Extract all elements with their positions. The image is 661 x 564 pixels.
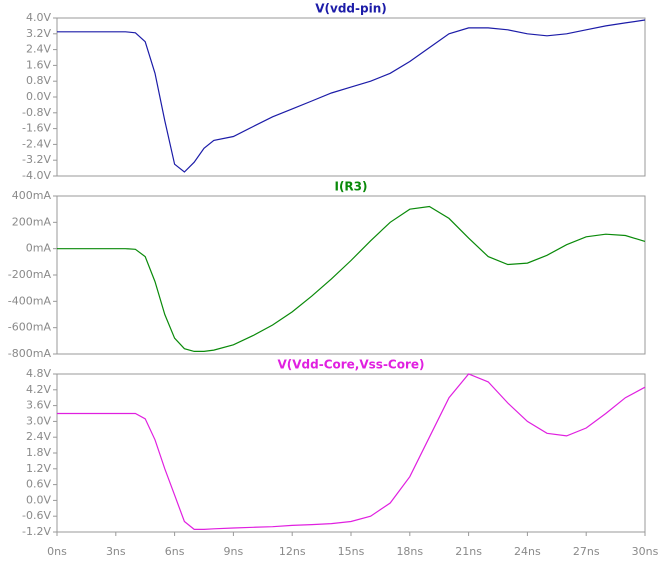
y-tick-label: 4.0V bbox=[26, 11, 51, 24]
x-tick-label: 21ns bbox=[455, 545, 482, 558]
y-tick-label: 0.6V bbox=[26, 478, 51, 491]
y-tick-label: -800mA bbox=[8, 347, 52, 360]
y-tick-label: 1.8V bbox=[26, 446, 51, 459]
y-tick-label: 0.0V bbox=[26, 493, 51, 506]
y-tick-label: -0.8V bbox=[22, 106, 51, 119]
y-tick-label: -1.6V bbox=[22, 122, 51, 135]
y-tick-label: 3.2V bbox=[26, 27, 51, 40]
y-tick-label: 0.8V bbox=[26, 74, 51, 87]
x-tick-label: 12ns bbox=[279, 545, 306, 558]
trace bbox=[57, 19, 646, 173]
y-tick-label: -2.4V bbox=[22, 137, 51, 150]
x-tick-label: 0ns bbox=[47, 545, 67, 558]
x-tick-label: 18ns bbox=[396, 545, 423, 558]
trace bbox=[57, 373, 646, 530]
x-tick-label: 6ns bbox=[165, 545, 185, 558]
y-tick-label: 2.4V bbox=[26, 43, 51, 56]
pane-title: I(R3) bbox=[334, 180, 367, 194]
trace bbox=[57, 205, 646, 352]
pane-title: V(vdd-pin) bbox=[315, 2, 386, 16]
y-tick-label: 4.8V bbox=[26, 367, 51, 380]
y-tick-label: 1.2V bbox=[26, 462, 51, 475]
x-tick-label: 15ns bbox=[338, 545, 365, 558]
y-tick-label: 200mA bbox=[12, 215, 52, 228]
x-tick-label: 9ns bbox=[224, 545, 244, 558]
y-tick-label: 0mA bbox=[26, 242, 52, 255]
y-tick-label: -400mA bbox=[8, 294, 52, 307]
y-tick-label: 2.4V bbox=[26, 430, 51, 443]
y-tick-label: -0.6V bbox=[22, 509, 51, 522]
x-tick-label: 24ns bbox=[514, 545, 541, 558]
y-tick-label: 1.6V bbox=[26, 58, 51, 71]
plot-frame bbox=[56, 195, 646, 355]
x-tick-label: 3ns bbox=[106, 545, 126, 558]
y-tick-label: 3.0V bbox=[26, 414, 51, 427]
x-tick-label: 30ns bbox=[632, 545, 659, 558]
plot-frame bbox=[56, 17, 646, 177]
x-tick-label: 27ns bbox=[573, 545, 600, 558]
y-tick-label: -3.2V bbox=[22, 153, 51, 166]
y-tick-label: -1.2V bbox=[22, 525, 51, 538]
y-tick-label: 4.2V bbox=[26, 383, 51, 396]
y-tick-label: -200mA bbox=[8, 268, 52, 281]
plot-frame bbox=[56, 373, 646, 533]
y-tick-label: 400mA bbox=[12, 189, 52, 202]
pane-title: V(Vdd-Core,Vss-Core) bbox=[277, 358, 424, 372]
y-tick-label: -4.0V bbox=[22, 169, 51, 182]
y-tick-label: 0.0V bbox=[26, 90, 51, 103]
y-tick-label: -600mA bbox=[8, 321, 52, 334]
y-tick-label: 3.6V bbox=[26, 399, 51, 412]
